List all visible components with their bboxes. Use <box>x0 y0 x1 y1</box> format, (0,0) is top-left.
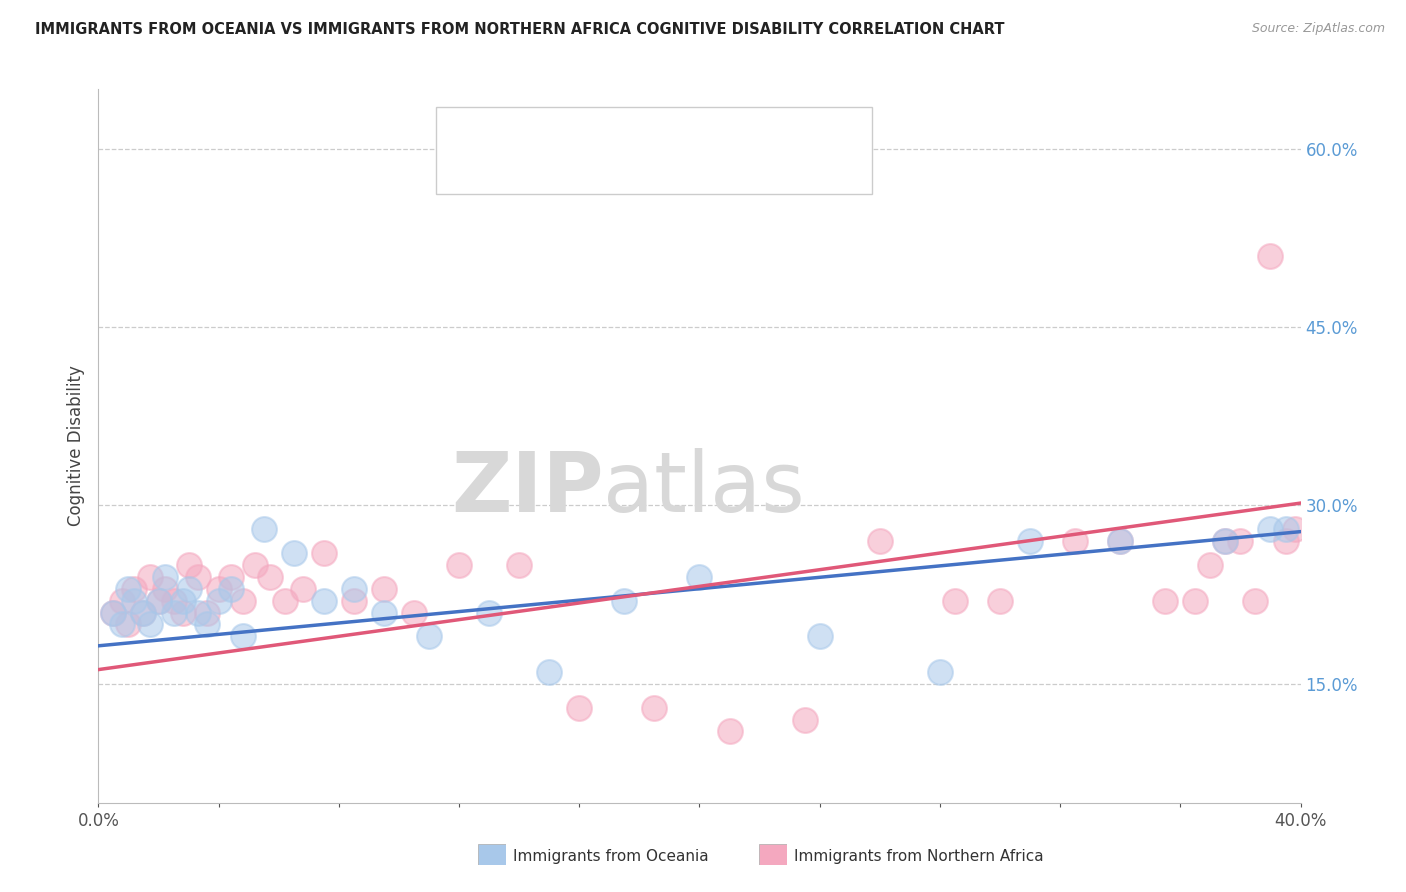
Point <box>153 582 176 596</box>
Point <box>1274 534 1296 549</box>
Point <box>988 593 1011 607</box>
Point <box>124 593 146 607</box>
Point <box>418 629 440 643</box>
Point <box>1244 593 1267 607</box>
Point <box>153 570 176 584</box>
Point <box>148 593 170 607</box>
Point <box>117 582 139 596</box>
Point <box>538 665 561 679</box>
Point <box>447 558 470 572</box>
Text: R = 0.357   N = 44: R = 0.357 N = 44 <box>496 153 681 171</box>
Point <box>373 606 395 620</box>
Point <box>808 629 831 643</box>
Point <box>718 724 741 739</box>
Point <box>1109 534 1132 549</box>
Point <box>1260 522 1282 536</box>
Text: Source: ZipAtlas.com: Source: ZipAtlas.com <box>1251 22 1385 36</box>
Point <box>187 570 209 584</box>
Y-axis label: Cognitive Disability: Cognitive Disability <box>66 366 84 526</box>
Point <box>219 570 242 584</box>
Point <box>402 606 425 620</box>
Point <box>162 593 184 607</box>
Point <box>132 606 155 620</box>
Point <box>195 606 218 620</box>
Point <box>283 546 305 560</box>
Point <box>187 606 209 620</box>
Point <box>1109 534 1132 549</box>
Point <box>132 606 155 620</box>
Point <box>291 582 314 596</box>
Point <box>253 522 276 536</box>
Point <box>172 593 194 607</box>
Text: R = 0.326   N = 33: R = 0.326 N = 33 <box>496 123 681 141</box>
Point <box>508 558 530 572</box>
Point <box>343 593 366 607</box>
Point <box>138 617 160 632</box>
Point <box>929 665 952 679</box>
Point <box>177 558 200 572</box>
Point <box>1274 522 1296 536</box>
Point <box>117 617 139 632</box>
Point <box>312 546 335 560</box>
Point <box>1184 593 1206 607</box>
Text: atlas: atlas <box>603 449 806 529</box>
Point <box>1215 534 1237 549</box>
Point <box>1229 534 1251 549</box>
Point <box>232 629 254 643</box>
Point <box>613 593 636 607</box>
Point <box>148 593 170 607</box>
Point <box>943 593 966 607</box>
Point <box>111 593 134 607</box>
Text: ZIP: ZIP <box>451 449 603 529</box>
Point <box>124 582 146 596</box>
Point <box>869 534 891 549</box>
Point <box>1260 249 1282 263</box>
Point <box>1154 593 1177 607</box>
Point <box>643 700 665 714</box>
Point <box>259 570 281 584</box>
Text: Immigrants from Oceania: Immigrants from Oceania <box>513 849 709 863</box>
Point <box>195 617 218 632</box>
Point <box>688 570 710 584</box>
Point <box>1215 534 1237 549</box>
Text: Immigrants from Northern Africa: Immigrants from Northern Africa <box>794 849 1045 863</box>
Point <box>1019 534 1042 549</box>
Point <box>1284 522 1306 536</box>
Point <box>373 582 395 596</box>
Point <box>208 582 231 596</box>
Point <box>478 606 501 620</box>
Point <box>312 593 335 607</box>
Point <box>219 582 242 596</box>
Point <box>162 606 184 620</box>
Point <box>1199 558 1222 572</box>
Point <box>343 582 366 596</box>
Point <box>111 617 134 632</box>
Point <box>232 593 254 607</box>
Point <box>103 606 125 620</box>
Point <box>793 713 815 727</box>
Text: IMMIGRANTS FROM OCEANIA VS IMMIGRANTS FROM NORTHERN AFRICA COGNITIVE DISABILITY : IMMIGRANTS FROM OCEANIA VS IMMIGRANTS FR… <box>35 22 1005 37</box>
Point <box>138 570 160 584</box>
Point <box>243 558 266 572</box>
Point <box>568 700 591 714</box>
Point <box>208 593 231 607</box>
Point <box>274 593 297 607</box>
Point <box>103 606 125 620</box>
Point <box>1064 534 1087 549</box>
Point <box>177 582 200 596</box>
Point <box>172 606 194 620</box>
